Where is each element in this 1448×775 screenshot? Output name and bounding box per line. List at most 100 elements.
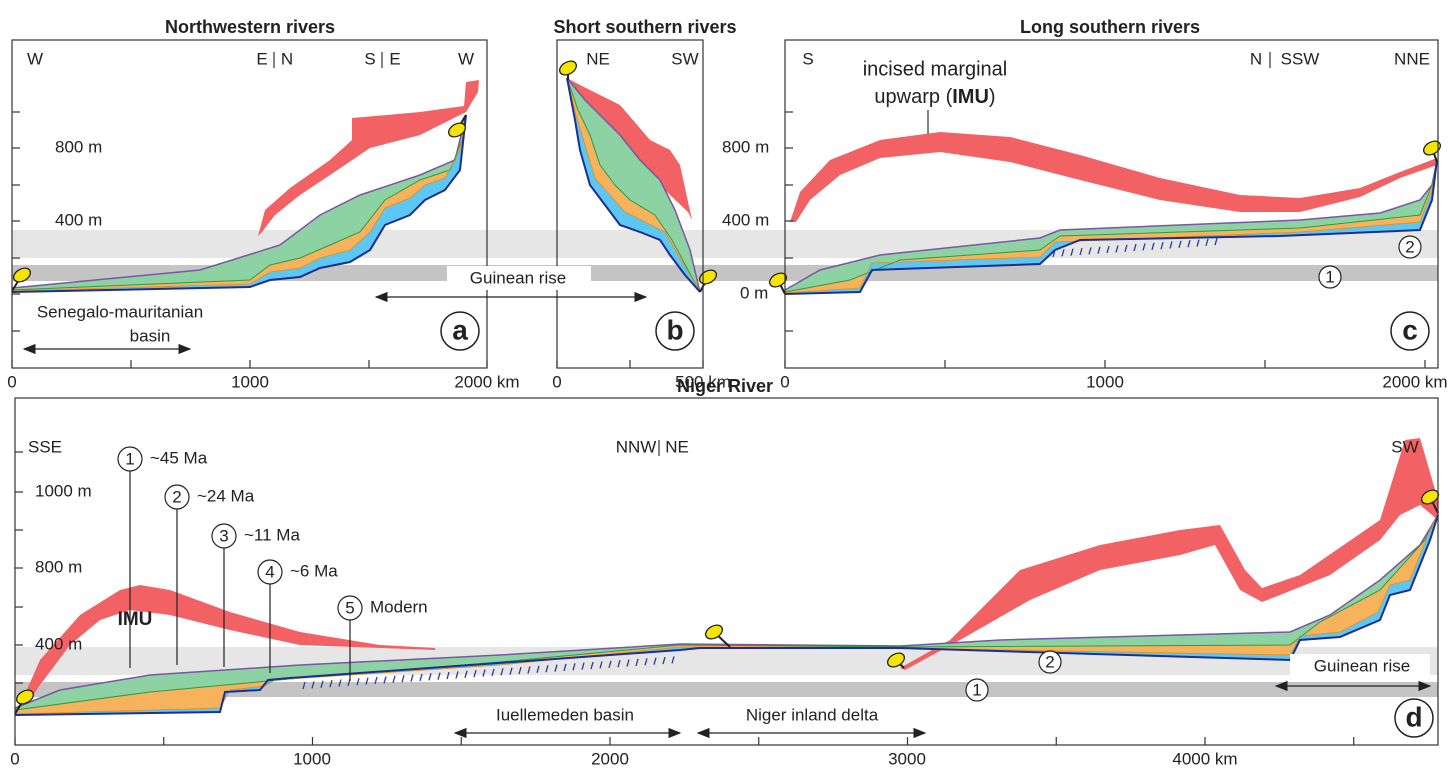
- x-tick-label: 3000: [888, 749, 926, 768]
- stage-badge: [117, 446, 143, 472]
- pin-head: [698, 269, 718, 285]
- incision-mark: [302, 681, 306, 690]
- x-tick-label: 2000: [591, 749, 629, 768]
- incision-mark: [1106, 245, 1110, 254]
- direction: N: [1250, 49, 1262, 68]
- panel-title: Northwestern rivers: [165, 17, 335, 37]
- y-tick-label: 800 m: [55, 137, 102, 156]
- annotation-part: upwarp (: [874, 86, 952, 108]
- incision-mark: [464, 670, 468, 678]
- imu-band: [258, 80, 479, 236]
- y-tick-label: 400 m: [722, 210, 769, 229]
- incision-mark: [455, 671, 459, 679]
- panel-frame: [14, 397, 1439, 746]
- incision-mark: [1088, 247, 1092, 255]
- incision-mark: [1070, 248, 1074, 256]
- imu-band: [900, 438, 1438, 670]
- band-dark: [15, 682, 1438, 697]
- stage-age: ~24 Ma: [197, 486, 255, 505]
- region-label: basin: [130, 326, 171, 345]
- x-tick-label: 1000: [293, 749, 331, 768]
- stage-number: 1: [125, 449, 134, 468]
- incision-mark: [1214, 238, 1218, 246]
- pin-head: [15, 689, 35, 705]
- profile-line: [11, 114, 467, 292]
- incision-mark: [1124, 244, 1128, 252]
- incision-mark: [1097, 246, 1101, 254]
- stage-badge: [257, 559, 283, 585]
- incision-mark: [365, 677, 369, 685]
- incision-mark: [410, 674, 414, 682]
- incision-mark: [572, 663, 576, 671]
- direction: SW: [1391, 437, 1418, 456]
- incision-mark: [1151, 242, 1155, 250]
- stage-age: ~11 Ma: [244, 525, 300, 544]
- incision-mark: [527, 666, 531, 674]
- x-tick-label: 1000: [1086, 372, 1124, 391]
- profile-line: [11, 114, 467, 291]
- profile-line: [784, 159, 1438, 291]
- level-number: 2: [1045, 652, 1054, 671]
- x-tick-label: 2000 km: [454, 372, 519, 391]
- incision-mark: [473, 669, 477, 678]
- incision-mark: [491, 668, 495, 677]
- x-tick-label: 0: [552, 372, 561, 391]
- pin-head: [558, 60, 578, 76]
- stage-age: ~45 Ma: [150, 448, 208, 467]
- incision-mark: [1061, 249, 1065, 257]
- profiles: [11, 60, 1442, 716]
- imu-band: [790, 132, 1437, 222]
- stage-age: ~6 Ma: [290, 561, 338, 580]
- profile-layer: [567, 78, 700, 292]
- pin-head: [704, 624, 724, 640]
- incision-mark: [311, 681, 315, 689]
- profile-base: [784, 159, 1438, 295]
- x-tick-label: 0: [7, 372, 16, 391]
- incision-mark: [1205, 238, 1209, 247]
- y-tick-label: 400 m: [35, 634, 82, 653]
- panel-frame: [784, 39, 1439, 369]
- stage-age: Modern: [370, 597, 428, 616]
- level-number: 1: [972, 680, 981, 699]
- incision-mark: [500, 668, 504, 676]
- level-number: 2: [1405, 237, 1414, 256]
- incision-mark: [338, 679, 342, 687]
- incision-mark: [635, 658, 639, 667]
- region-label: Guinean rise: [1314, 656, 1410, 675]
- incision-mark: [626, 659, 630, 667]
- pin-head: [447, 122, 467, 138]
- panel-letter: a: [452, 314, 468, 345]
- incision-mark: [1169, 241, 1173, 249]
- incision-mark: [428, 673, 432, 681]
- incision-mark: [1142, 243, 1146, 251]
- stage-number: 3: [219, 526, 228, 545]
- panel-badge: [655, 311, 695, 351]
- incision-mark: [1052, 249, 1056, 258]
- incision-mark: [419, 673, 423, 682]
- incision-mark: [554, 664, 558, 672]
- x-tick-label: 0: [10, 749, 19, 768]
- incision-mark: [1079, 247, 1083, 256]
- band-dark: [12, 265, 1438, 281]
- incision-mark: [536, 665, 540, 673]
- panel-title: Niger River: [677, 376, 773, 396]
- direction: N: [281, 49, 293, 68]
- y-tick-label: 800 m: [722, 137, 769, 156]
- panel-letter: d: [1405, 701, 1422, 732]
- region-label: Guinean rise: [470, 268, 566, 287]
- annotation-part: IMU: [952, 86, 989, 108]
- panel-badge: [1390, 311, 1430, 351]
- level-badge: [965, 678, 989, 702]
- label-bg: [1290, 654, 1430, 678]
- annotation: incised marginal: [863, 58, 1008, 80]
- profile-line: [14, 514, 1439, 709]
- pin-head: [1422, 140, 1442, 156]
- incision-mark: [563, 663, 567, 672]
- direction: W: [27, 49, 43, 68]
- profile-line: [566, 77, 701, 293]
- stage-number: 5: [345, 598, 354, 617]
- direction: SSE: [28, 437, 62, 456]
- direction: S: [364, 49, 375, 68]
- direction: E: [256, 49, 267, 68]
